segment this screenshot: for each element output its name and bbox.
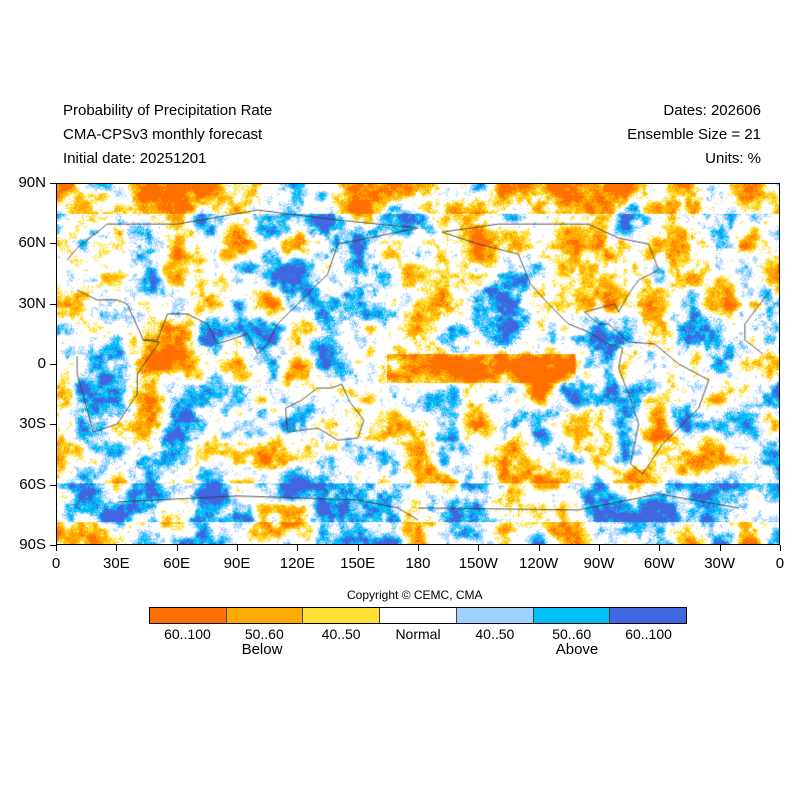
lat-label: 60S: [19, 475, 46, 493]
lon-label: 120W: [519, 555, 559, 572]
lon-tick: [417, 545, 419, 551]
legend-label: 60..100: [625, 626, 672, 642]
copyright: Copyright © CEMC, CMA: [347, 588, 483, 602]
lat-tick: [50, 544, 56, 546]
lon-tick: [297, 545, 299, 551]
legend-swatch: [610, 608, 687, 623]
ensemble-size: Ensemble Size = 21: [627, 126, 761, 143]
lat-label: 90N: [18, 174, 46, 191]
lon-label: 30E: [102, 555, 130, 572]
legend-swatch: [380, 608, 457, 623]
lat-tick: [50, 183, 56, 184]
legend-above-label: Above: [555, 641, 599, 658]
lon-tick: [659, 545, 661, 551]
lon-label: 180: [405, 555, 431, 572]
legend-swatch: [150, 608, 227, 623]
units: Units: %: [705, 150, 761, 167]
initial-date: Initial date: 20251201: [63, 150, 207, 167]
lat-label: 60N: [18, 234, 46, 252]
legend-swatch: [303, 608, 381, 623]
lon-label: 150E: [340, 555, 376, 572]
map-canvas: [57, 184, 779, 544]
lat-tick: [50, 303, 56, 305]
lon-tick: [719, 545, 721, 551]
probability-map: [56, 183, 780, 545]
lon-label: 0: [775, 555, 785, 572]
lon-tick: [236, 545, 238, 551]
lon-label: 90E: [223, 555, 251, 572]
lon-label: 120E: [279, 555, 315, 572]
lon-label: 150W: [458, 555, 498, 572]
lat-tick: [50, 363, 56, 365]
lon-label: 60E: [163, 555, 191, 572]
legend-label: 50..60: [552, 626, 592, 642]
lon-label: 0: [51, 555, 61, 572]
lon-tick: [779, 545, 781, 551]
color-legend: [149, 607, 687, 624]
lon-label: 30W: [704, 555, 736, 572]
lon-tick: [598, 545, 600, 551]
lat-label: 30S: [19, 415, 46, 433]
forecast-dates: Dates: 202606: [663, 102, 761, 119]
legend-swatch: [456, 608, 534, 623]
legend-swatch: [533, 608, 611, 623]
legend-label: 50..60: [244, 626, 284, 642]
lon-tick: [357, 545, 359, 551]
lon-tick: [116, 545, 118, 551]
lon-tick: [176, 545, 178, 551]
legend-label: 40..50: [475, 626, 515, 642]
lon-tick: [538, 545, 540, 551]
lat-label: 30N: [18, 294, 46, 312]
legend-label: 60..100: [164, 626, 211, 642]
model-name: CMA-CPSv3 monthly forecast: [63, 126, 263, 143]
legend-swatch: [226, 608, 304, 623]
legend-below-label: Below: [241, 641, 283, 658]
legend-label: Normal: [395, 626, 441, 642]
lon-label: 90W: [583, 555, 615, 572]
lat-tick: [50, 243, 56, 245]
lat-tick: [50, 424, 56, 426]
legend-label: 40..50: [321, 626, 361, 642]
lat-label: 0: [37, 354, 46, 372]
lon-label: 60W: [643, 555, 675, 572]
lon-tick: [478, 545, 480, 551]
lat-label: 90S: [19, 535, 46, 553]
chart-title: Probability of Precipitation Rate: [63, 102, 273, 119]
lat-tick: [50, 484, 56, 486]
lon-tick: [56, 545, 57, 551]
